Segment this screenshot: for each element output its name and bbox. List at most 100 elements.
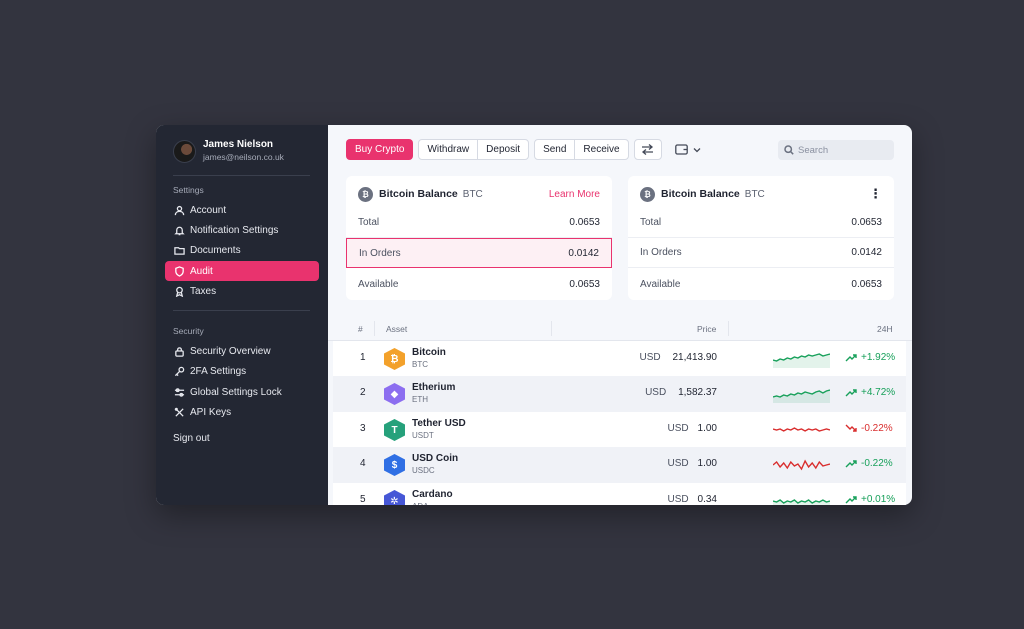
asset-name: Etherium (412, 382, 456, 393)
card-header: ₿ Bitcoin Balance BTC ⋮ (640, 185, 882, 203)
chevron-down-icon (693, 147, 701, 152)
search-box[interactable] (778, 140, 894, 160)
balance-card: ₿ Bitcoin Balance BTC Learn More Total 0… (346, 176, 612, 300)
wallet-icon (674, 144, 688, 155)
card-symbol: BTC (744, 188, 765, 200)
balance-card: ₿ Bitcoin Balance BTC ⋮ Total 0.0653 In … (628, 176, 894, 300)
price-currency: USD (639, 352, 661, 363)
lock-icon (175, 346, 184, 357)
asset-name: Bitcoin (412, 347, 446, 358)
sidebar-item-global-settings-lock[interactable]: Global Settings Lock (165, 382, 319, 402)
change-value: +4.72% (861, 387, 896, 398)
shield-icon (175, 265, 184, 277)
column-header-24h[interactable]: 24H (877, 324, 893, 334)
price-currency: USD (645, 387, 667, 398)
row-number: 4 (360, 458, 366, 469)
asset-price: 0.34 (697, 494, 717, 505)
buy-crypto-button[interactable]: Buy Crypto (346, 139, 414, 160)
sidebar-item-api-keys[interactable]: API Keys (165, 402, 319, 422)
send-receive-group: Send Receive (534, 139, 629, 160)
sliders-icon (174, 387, 185, 397)
change-24h: -0.22% (845, 423, 893, 434)
sidebar-item-label: Taxes (190, 285, 217, 297)
card-title: Bitcoin Balance (661, 188, 740, 200)
asset-name: Tether USD (412, 418, 466, 429)
sidebar-item-taxes[interactable]: Taxes (165, 281, 319, 301)
divider (173, 175, 310, 176)
bell-icon (174, 226, 185, 235)
row-label: In Orders (359, 247, 401, 259)
sidebar-item-security-overview[interactable]: Security Overview (165, 341, 319, 361)
swap-button[interactable] (633, 139, 662, 160)
learn-more-link[interactable]: Learn More (548, 188, 600, 200)
asset-symbol: BTC (412, 360, 428, 369)
asset-symbol: USDC (412, 466, 435, 475)
row-label: Available (640, 278, 681, 290)
bitcoin-icon: ₿ (640, 186, 655, 202)
sidebar-item-audit[interactable]: Audit (165, 261, 319, 281)
balance-row-total: Total 0.0653 (628, 208, 894, 238)
balance-row-in-orders[interactable]: In Orders 0.0142 (346, 238, 612, 268)
sign-out-link[interactable]: Sign out (173, 433, 210, 444)
row-number: 2 (360, 387, 366, 398)
sidebar-item-2fa-settings[interactable]: 2FA Settings (165, 361, 319, 381)
change-24h: +4.72% (845, 387, 895, 398)
balance-row-available: Available 0.0653 (628, 269, 894, 299)
column-divider (551, 321, 552, 336)
sparkline-area (773, 354, 830, 368)
change-24h: +1.92% (845, 352, 895, 363)
send-button[interactable]: Send (543, 144, 567, 155)
table-row[interactable]: 5 ✲ Cardano ADA USD 0.34 +0.01% (333, 483, 906, 505)
withdraw-deposit-group: Withdraw Deposit (418, 139, 530, 160)
column-divider (728, 321, 729, 336)
sidebar-item-label: Global Settings Lock (190, 386, 282, 398)
sidebar-item-label: Account (190, 204, 227, 216)
column-header-asset[interactable]: Asset (386, 324, 408, 334)
asset-price: 1,582.37 (678, 387, 717, 398)
table-row[interactable]: 1 ₿ Bitcoin BTC USD 21,413.90 +1.92% (333, 341, 906, 377)
profile-name: James Nielson (203, 139, 274, 150)
row-value: 0.0142 (851, 247, 882, 258)
ribbon-icon (175, 286, 184, 297)
withdraw-button[interactable]: Withdraw (427, 144, 470, 155)
sparkline-line (773, 353, 830, 362)
row-number: 5 (360, 494, 366, 505)
trend-up-icon (845, 496, 857, 504)
more-options-icon[interactable]: ⋮ (869, 186, 882, 201)
main-content: Buy Crypto Withdraw Deposit Send Receive (328, 125, 912, 505)
sparkline-area (773, 390, 830, 403)
row-label: Total (358, 217, 380, 228)
receive-button[interactable]: Receive (574, 140, 627, 159)
price-currency: USD (667, 458, 689, 469)
table-row[interactable]: 2 ◆ Etherium ETH USD 1,582.37 +4.72% (333, 376, 906, 412)
sidebar-item-notification-settings[interactable]: Notification Settings (165, 220, 319, 240)
deposit-button[interactable]: Deposit (477, 140, 528, 159)
table-row[interactable]: 4 $ USD Coin USDC USD 1.00 -0.22% (333, 447, 906, 483)
avatar (173, 139, 196, 163)
sparkline-line (773, 459, 830, 471)
column-header-price[interactable]: Price (697, 324, 717, 334)
security-section-title: Security (173, 326, 204, 336)
table-header: # Asset Price 24H (328, 317, 912, 341)
trend-up-icon (845, 389, 857, 397)
divider (173, 310, 310, 311)
sidebar-item-account[interactable]: Account (165, 200, 319, 220)
row-value: 0.0653 (569, 217, 600, 228)
sidebar-item-label: Audit (190, 265, 213, 277)
folder-icon (174, 246, 185, 255)
coin-icon: $ (384, 454, 405, 476)
wallet-dropdown[interactable] (674, 144, 702, 155)
coin-icon: ₿ (384, 348, 405, 370)
coin-icon: T (384, 419, 405, 441)
change-value: -0.22% (861, 458, 893, 469)
row-value: 0.0142 (568, 247, 599, 259)
sidebar-item-label: 2FA Settings (190, 365, 247, 377)
table-row[interactable]: 3 T Tether USD USDT USD 1.00 -0.22% (333, 412, 906, 448)
key-icon (174, 366, 185, 376)
profile[interactable]: James Nielson james@neilson.co.uk (173, 139, 284, 163)
search-input[interactable] (798, 144, 888, 156)
change-value: +1.92% (861, 352, 896, 363)
sidebar-item-documents[interactable]: Documents (165, 240, 319, 260)
sparkline-line (773, 499, 830, 504)
profile-email: james@neilson.co.uk (203, 152, 284, 162)
